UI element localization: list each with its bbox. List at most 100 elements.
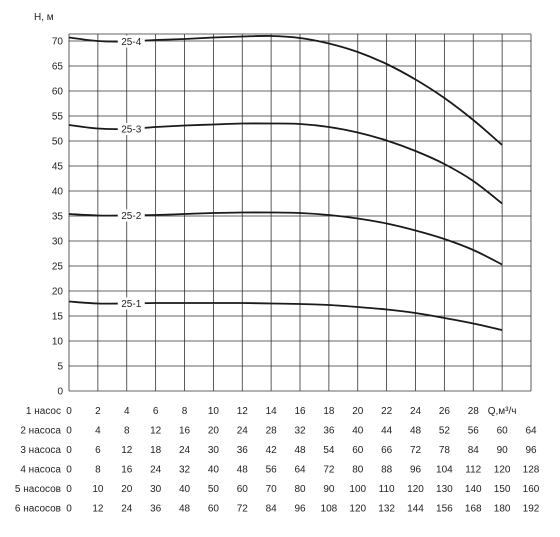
x-tick-label: Q,м³/ч — [488, 406, 517, 417]
x-tick-label: 84 — [468, 445, 480, 456]
x-tick-label: 48 — [179, 504, 191, 515]
y-tick-label: 0 — [57, 387, 63, 398]
y-tick-label: 55 — [52, 112, 64, 123]
y-tick-label: 25 — [52, 262, 64, 273]
x-tick-label: 12 — [150, 426, 162, 437]
y-tick-label: 30 — [52, 237, 64, 248]
x-tick-label: 100 — [349, 484, 366, 495]
y-axis-label: H, м — [34, 12, 54, 23]
x-tick-label: 64 — [294, 465, 306, 476]
x-tick-label: 78 — [439, 445, 451, 456]
x-tick-label: 60 — [208, 504, 220, 515]
x-tick-label: 108 — [321, 504, 338, 515]
x-tick-label: 80 — [294, 484, 306, 495]
x-tick-label: 72 — [410, 445, 422, 456]
x-tick-label: 2 — [95, 406, 101, 417]
x-tick-label: 8 — [95, 465, 101, 476]
x-tick-label: 64 — [525, 426, 537, 437]
scale-row-label: 2 насоса — [20, 426, 61, 437]
x-tick-label: 12 — [237, 406, 249, 417]
x-tick-label: 24 — [237, 426, 249, 437]
curve-label-bg — [117, 209, 145, 222]
y-tick-label: 35 — [52, 212, 64, 223]
x-tick-label: 18 — [150, 445, 162, 456]
scale-row-label: 5 насосов — [15, 484, 61, 495]
curve-label-25-1: 25-1 — [121, 299, 141, 310]
curve-label-bg — [117, 35, 145, 48]
series-curves: 25-4 25-3 25-2 25-1 — [68, 35, 503, 331]
x-tick-label: 16 — [179, 426, 191, 437]
x-tick-label: 156 — [436, 504, 453, 515]
x-scale-rows: 1 насос 0 2 4 6 8 10 12 14 16 18 20 22 24 26 28 Q,м³/ч2 … — [15, 406, 540, 515]
x-tick-label: 56 — [266, 465, 278, 476]
y-tick-label: 70 — [52, 37, 64, 48]
x-tick-label: 20 — [121, 484, 133, 495]
x-tick-label: 60 — [497, 426, 509, 437]
y-tick-label: 60 — [52, 87, 64, 98]
x-tick-label: 0 — [66, 504, 72, 515]
x-tick-label: 36 — [323, 426, 335, 437]
y-tick-label: 65 — [52, 62, 64, 73]
y-tick-label: 20 — [52, 287, 64, 298]
x-tick-label: 180 — [494, 504, 511, 515]
x-tick-label: 16 — [294, 406, 306, 417]
scale-row-label: 4 насоса — [20, 465, 61, 476]
curve-label-bg — [117, 297, 145, 310]
x-tick-label: 132 — [378, 504, 395, 515]
x-tick-label: 4 — [124, 406, 130, 417]
x-tick-label: 40 — [352, 426, 364, 437]
x-tick-label: 120 — [494, 465, 511, 476]
x-tick-label: 52 — [439, 426, 451, 437]
scale-row-label: 3 насоса — [20, 445, 61, 456]
y-tick-label: 40 — [52, 187, 64, 198]
x-tick-label: 40 — [208, 465, 220, 476]
curve-label-bg — [117, 123, 145, 135]
x-tick-label: 32 — [294, 426, 306, 437]
x-tick-label: 8 — [124, 426, 130, 437]
x-tick-label: 24 — [410, 406, 422, 417]
y-tick-label: 10 — [52, 337, 64, 348]
x-tick-label: 42 — [266, 445, 278, 456]
x-tick-label: 20 — [352, 406, 364, 417]
x-tick-label: 24 — [121, 504, 133, 515]
x-tick-label: 0 — [66, 445, 72, 456]
y-tick-label: 45 — [52, 162, 64, 173]
x-tick-label: 66 — [381, 445, 393, 456]
x-tick-label: 40 — [179, 484, 191, 495]
x-tick-label: 12 — [121, 445, 133, 456]
x-tick-label: 16 — [121, 465, 133, 476]
x-tick-label: 60 — [237, 484, 249, 495]
x-tick-label: 36 — [237, 445, 249, 456]
x-tick-label: 72 — [323, 465, 335, 476]
x-tick-label: 90 — [497, 445, 509, 456]
x-tick-label: 0 — [66, 406, 72, 417]
x-tick-label: 128 — [523, 465, 540, 476]
x-tick-label: 10 — [208, 406, 220, 417]
x-tick-label: 44 — [381, 426, 393, 437]
x-tick-label: 168 — [465, 504, 482, 515]
curve-label-25-3: 25-3 — [121, 125, 141, 136]
x-tick-label: 0 — [66, 465, 72, 476]
x-tick-label: 96 — [410, 465, 422, 476]
x-tick-label: 12 — [92, 504, 104, 515]
x-tick-label: 130 — [436, 484, 453, 495]
x-tick-label: 4 — [95, 426, 101, 437]
x-tick-label: 112 — [465, 465, 481, 476]
x-tick-label: 110 — [379, 484, 395, 495]
x-tick-label: 14 — [266, 406, 278, 417]
x-tick-label: 18 — [323, 406, 335, 417]
x-tick-label: 90 — [323, 484, 335, 495]
x-tick-label: 6 — [153, 406, 159, 417]
x-tick-label: 192 — [523, 504, 540, 515]
x-tick-label: 160 — [523, 484, 540, 495]
y-tick-label: 15 — [52, 312, 64, 323]
x-tick-label: 0 — [66, 426, 72, 437]
x-tick-label: 80 — [352, 465, 364, 476]
x-tick-label: 56 — [468, 426, 480, 437]
x-tick-label: 70 — [266, 484, 278, 495]
x-tick-label: 104 — [436, 465, 453, 476]
x-tick-label: 72 — [237, 504, 249, 515]
x-tick-label: 28 — [266, 426, 278, 437]
x-tick-label: 0 — [66, 484, 72, 495]
